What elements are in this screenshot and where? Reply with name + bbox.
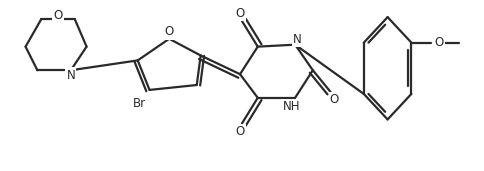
Text: O: O xyxy=(235,7,244,20)
Text: Br: Br xyxy=(133,97,146,110)
Text: O: O xyxy=(434,36,444,49)
Text: O: O xyxy=(235,125,244,138)
Text: NH: NH xyxy=(283,100,300,113)
Text: O: O xyxy=(330,93,339,106)
Text: O: O xyxy=(165,25,174,38)
Text: N: N xyxy=(293,33,302,46)
Text: N: N xyxy=(66,69,75,82)
Text: O: O xyxy=(53,9,62,22)
